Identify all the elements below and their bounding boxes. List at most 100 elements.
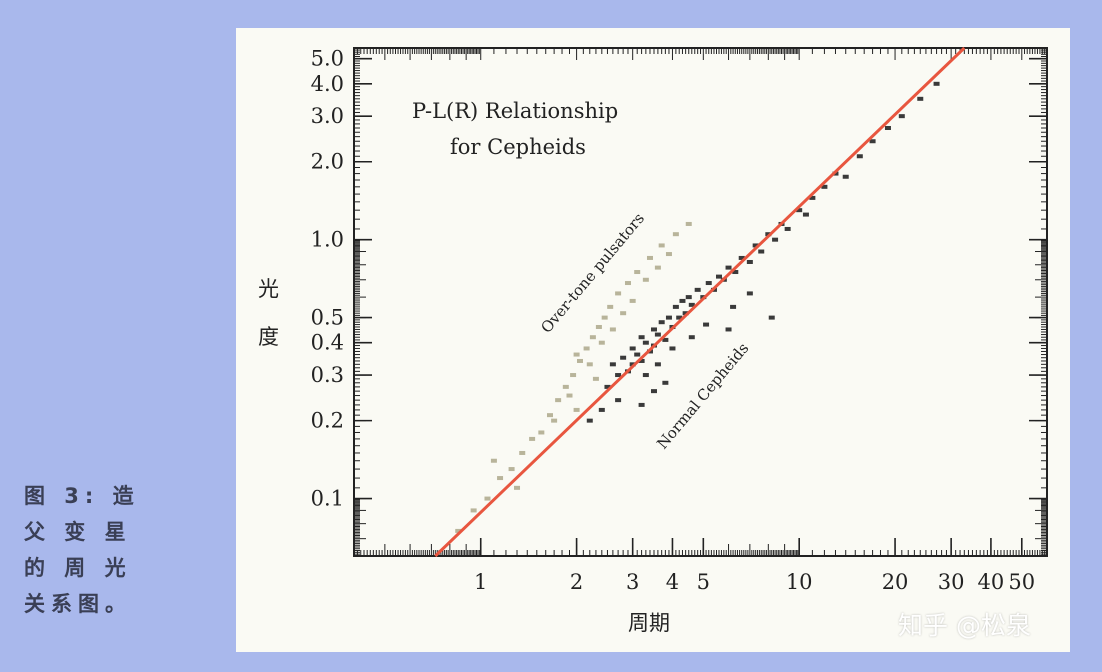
cepheid-point bbox=[676, 315, 683, 320]
overtone-point bbox=[570, 373, 577, 378]
overtone-point bbox=[642, 277, 649, 282]
cepheid-point bbox=[685, 295, 692, 300]
cepheid-point bbox=[615, 373, 622, 378]
cepheid-point bbox=[658, 320, 665, 325]
overtone-point bbox=[455, 528, 462, 533]
cepheid-point bbox=[725, 265, 732, 270]
cepheid-point bbox=[662, 337, 669, 342]
x-tick-label: 10 bbox=[786, 570, 813, 594]
overtone-point bbox=[601, 315, 608, 320]
watermark: 知乎 @松泉 bbox=[898, 611, 1031, 640]
cepheid-point bbox=[694, 287, 701, 292]
overtone-point bbox=[484, 496, 491, 501]
chart-panel: 1 2 3 4 5 10 20 30 40 50 0.1 0.2 0.3 0.4 0.5 1.0 2.0 3.0 4… bbox=[236, 28, 1070, 652]
y-axis-title: 光 度 bbox=[258, 277, 279, 349]
cepheid-point bbox=[688, 335, 695, 340]
overtone-point bbox=[497, 476, 504, 481]
chart-title: P-L(R) Relationship bbox=[412, 99, 618, 123]
overtone-point bbox=[551, 418, 558, 423]
overtone-point bbox=[490, 458, 497, 463]
overtone-point bbox=[538, 430, 545, 435]
cepheid-point bbox=[732, 270, 739, 275]
cepheid-point bbox=[629, 362, 636, 367]
cepheid-point bbox=[738, 255, 745, 260]
cepheid-point bbox=[796, 208, 803, 213]
cepheid-point bbox=[642, 373, 649, 378]
x-tick-label: 50 bbox=[1008, 570, 1035, 594]
cepheid-point bbox=[688, 302, 695, 307]
overtone-point bbox=[609, 327, 616, 332]
cepheid-point bbox=[715, 274, 722, 279]
cepheid-point bbox=[609, 362, 616, 367]
cepheid-point bbox=[802, 212, 809, 217]
caption-line-1: 图 3: 造 bbox=[24, 484, 140, 508]
cepheid-point bbox=[705, 281, 712, 286]
cepheid-point bbox=[730, 304, 737, 309]
cepheid-point bbox=[809, 195, 816, 200]
cepheid-point bbox=[634, 352, 641, 357]
cepheid-point bbox=[869, 139, 876, 144]
overtone-point bbox=[595, 324, 602, 329]
cepheid-point bbox=[638, 402, 645, 407]
cepheid-point bbox=[669, 346, 676, 351]
cepheid-point bbox=[662, 380, 669, 385]
y-tick-label: 0.5 bbox=[311, 306, 344, 330]
x-tick-label: 2 bbox=[570, 570, 583, 594]
cepheid-point bbox=[586, 418, 593, 423]
cepheid-point bbox=[650, 327, 657, 332]
overtone-point bbox=[555, 398, 562, 403]
overtone-point bbox=[514, 485, 521, 490]
overtone-point bbox=[615, 291, 622, 296]
cepheid-point bbox=[917, 96, 924, 101]
cepheid-point bbox=[598, 407, 605, 412]
overtone-point bbox=[665, 252, 672, 257]
x-tick-label: 1 bbox=[474, 570, 487, 594]
caption-line-2: 父 变 星 bbox=[24, 520, 132, 544]
overtone-point bbox=[529, 436, 536, 441]
overtone-point bbox=[586, 362, 593, 367]
y-tick-label: 1.0 bbox=[311, 228, 344, 252]
cepheid-point bbox=[821, 184, 828, 189]
cepheid-point bbox=[784, 226, 791, 231]
overtone-point bbox=[589, 335, 596, 340]
overtone-point bbox=[546, 413, 553, 418]
y-tick-label: 0.3 bbox=[311, 363, 344, 387]
cepheid-point bbox=[629, 346, 636, 351]
fit-line bbox=[434, 46, 966, 558]
cepheid-point bbox=[638, 335, 645, 340]
cepheid-point bbox=[654, 362, 661, 367]
overtone-point bbox=[562, 384, 569, 389]
overtone-point bbox=[508, 467, 515, 472]
cepheid-point bbox=[638, 358, 645, 363]
cepheid-point bbox=[650, 389, 657, 394]
overtone-point bbox=[629, 298, 636, 303]
y-axis-title-char-1: 光 bbox=[258, 277, 279, 301]
cepheid-point bbox=[725, 327, 732, 332]
cepheid-point bbox=[746, 259, 753, 264]
cepheid-point bbox=[884, 125, 891, 130]
overtone-point bbox=[573, 352, 580, 357]
overtone-point bbox=[566, 393, 573, 398]
overtone-point bbox=[624, 281, 631, 286]
y-tick-label: 0.4 bbox=[311, 331, 344, 355]
cepheid-point bbox=[604, 384, 611, 389]
x-tick-label: 40 bbox=[978, 570, 1005, 594]
x-tick-label: 5 bbox=[697, 570, 710, 594]
cepheid-point bbox=[615, 398, 622, 403]
cepheid-point bbox=[620, 355, 627, 360]
x-axis-title: 周期 bbox=[628, 611, 670, 635]
overtone-point bbox=[519, 450, 526, 455]
cepheid-point bbox=[768, 315, 775, 320]
x-tick-label: 4 bbox=[666, 570, 679, 594]
chart-subtitle: for Cepheids bbox=[450, 135, 586, 159]
overtone-point bbox=[598, 340, 605, 345]
cepheid-point bbox=[654, 332, 661, 337]
y-tick-label: 0.1 bbox=[311, 487, 344, 511]
overtone-point bbox=[654, 265, 661, 270]
x-tick-label: 3 bbox=[626, 570, 639, 594]
overtone-point bbox=[672, 232, 679, 237]
cepheid-point bbox=[898, 114, 905, 119]
overtone-point bbox=[592, 376, 599, 381]
y-axis-title-char-2: 度 bbox=[258, 325, 279, 349]
caption-line-3: 的 周 光 bbox=[24, 556, 132, 580]
